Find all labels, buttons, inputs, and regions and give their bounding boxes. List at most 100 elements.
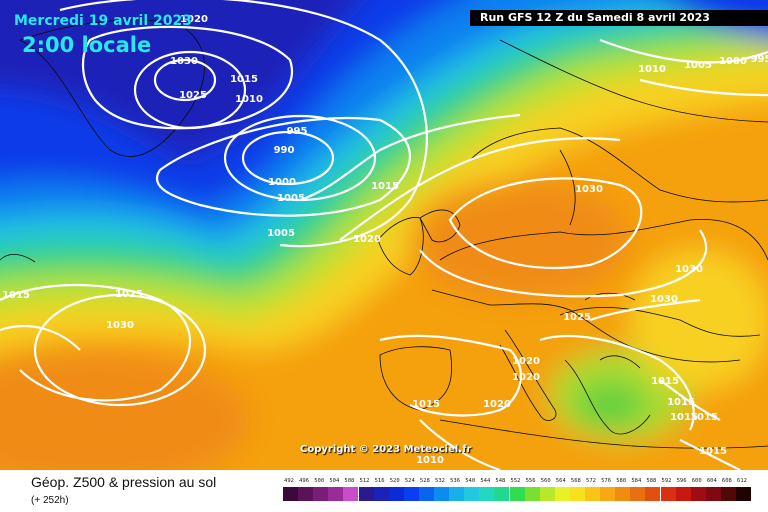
isobar-label: 1015 (371, 181, 399, 192)
legend-label: 540 (465, 478, 476, 484)
isobar-label: 1005 (267, 228, 295, 239)
legend-swatch (675, 487, 691, 501)
legend-label: 560 (540, 478, 551, 484)
isobar-label: 995 (751, 54, 768, 65)
legend-label: 520 (389, 478, 400, 484)
isobar-label: 1025 (179, 90, 207, 101)
isobar-label: 1020 (353, 234, 381, 245)
legend-swatch (388, 487, 404, 501)
forecast-map: 1030 1020 1025 1015 1010 995 990 1000 1005 1005 10… (0, 0, 768, 470)
legend-label: 564 (555, 478, 566, 484)
isobar-label: 1015 (412, 399, 440, 410)
isobar-label: 1005 (684, 60, 712, 71)
map-title: Géop. Z500 & pression au sol (31, 474, 217, 490)
isobar-label: 1030 (675, 264, 703, 275)
legend-label: 600 (691, 478, 702, 484)
legend-swatch (403, 487, 419, 501)
legend-label: 592 (661, 478, 672, 484)
isobar-label: 1015 (699, 446, 727, 457)
legend-label: 492 (284, 478, 294, 484)
isobar-label: 995 (287, 126, 308, 137)
isobar-label: 1015 (651, 376, 679, 387)
isobar-label: 1000 (268, 177, 296, 188)
isobar-label: 1015 (690, 412, 718, 423)
isobar-label: 1030 (650, 294, 678, 305)
coastlines (0, 19, 768, 449)
legend-swatch (283, 487, 299, 501)
legend-swatch (539, 487, 555, 501)
isobar-label: 990 (274, 145, 295, 156)
legend-label: 580 (616, 478, 627, 484)
legend-swatch (690, 487, 706, 501)
isobar-labels: 1030 1020 1025 1015 1010 995 990 1000 1005 1005 10… (2, 14, 768, 466)
legend-label: 588 (646, 478, 657, 484)
forecast-date: Mercredi 19 avril 2023 (14, 13, 192, 29)
legend-label: 508 (344, 478, 355, 484)
legend-label: 604 (706, 478, 717, 484)
isobar-label: 1020 (483, 399, 511, 410)
isobar-label: 1010 (235, 94, 263, 105)
isobar-label: 1025 (115, 289, 143, 300)
isobar-label: 1020 (512, 356, 540, 367)
color-legend: 492 496 500 504 508 512 516 520 524 528 532 536 540 5… (283, 478, 752, 508)
isobars (0, 0, 768, 470)
copyright-notice: Copyright © 2023 Meteociel.fr (300, 444, 472, 455)
isobar-label: 1030 (106, 320, 134, 331)
legend-label: 524 (404, 478, 415, 484)
legend-label: 536 (450, 478, 461, 484)
isobar-label: 1020 (180, 14, 208, 25)
legend-swatch (479, 487, 495, 501)
isobar-label: 1010 (638, 64, 666, 75)
isobar-label: 1000 (719, 56, 747, 67)
legend-label: 544 (480, 478, 491, 484)
legend-swatch (358, 487, 374, 501)
legend-label: 528 (419, 478, 430, 484)
legend-swatch (328, 487, 344, 501)
geopotential-field (0, 0, 768, 470)
map-canvas: 1030 1020 1025 1015 1010 995 990 1000 1005 1005 10… (0, 0, 768, 470)
isobar-label: 1005 (277, 193, 305, 204)
isobar-label: 1010 (416, 455, 444, 466)
legend-swatch (705, 487, 721, 501)
legend-label: 584 (631, 478, 642, 484)
legend-swatch (509, 487, 525, 501)
legend-swatch (373, 487, 389, 501)
legend-label: 516 (374, 478, 385, 484)
legend-label: 496 (299, 478, 310, 484)
legend-swatch (720, 487, 736, 501)
legend-swatch (434, 487, 450, 501)
legend-swatch (554, 487, 570, 501)
isobar-label: 1015 (2, 290, 30, 301)
legend-label: 500 (314, 478, 325, 484)
legend-label: 612 (737, 478, 747, 484)
isobar-label: 1015 (670, 412, 698, 423)
isobar-label: 1030 (575, 184, 603, 195)
isobar-label: 1030 (170, 56, 198, 67)
legend-swatch (464, 487, 480, 501)
legend-label: 568 (570, 478, 581, 484)
legend-label: 504 (329, 478, 340, 484)
footer-bar: Géop. Z500 & pression au sol (+ 252h) 49… (0, 470, 768, 512)
isobar-label: 1015 (230, 74, 258, 85)
legend-swatch (660, 487, 676, 501)
legend-swatch (585, 487, 601, 501)
isobar-label: 1015 (667, 397, 695, 408)
legend-swatch (645, 487, 661, 501)
legend-swatch (524, 487, 540, 501)
legend-label: 596 (676, 478, 687, 484)
legend-swatch (449, 487, 465, 501)
legend-label: 552 (510, 478, 521, 484)
legend-swatch (313, 487, 329, 501)
isobar-label: 1025 (563, 312, 591, 323)
legend-swatch (736, 487, 752, 501)
legend-label: 576 (601, 478, 612, 484)
legend-swatch (343, 487, 359, 501)
legend-label: 608 (721, 478, 732, 484)
model-run-banner: Run GFS 12 Z du Samedi 8 avril 2023 (470, 10, 768, 26)
legend-swatch (494, 487, 510, 501)
legend-swatch (569, 487, 585, 501)
legend-swatch (600, 487, 616, 501)
forecast-lead-time: (+ 252h) (31, 495, 69, 506)
forecast-time: 2:00 locale (22, 33, 152, 57)
legend-label: 556 (525, 478, 536, 484)
